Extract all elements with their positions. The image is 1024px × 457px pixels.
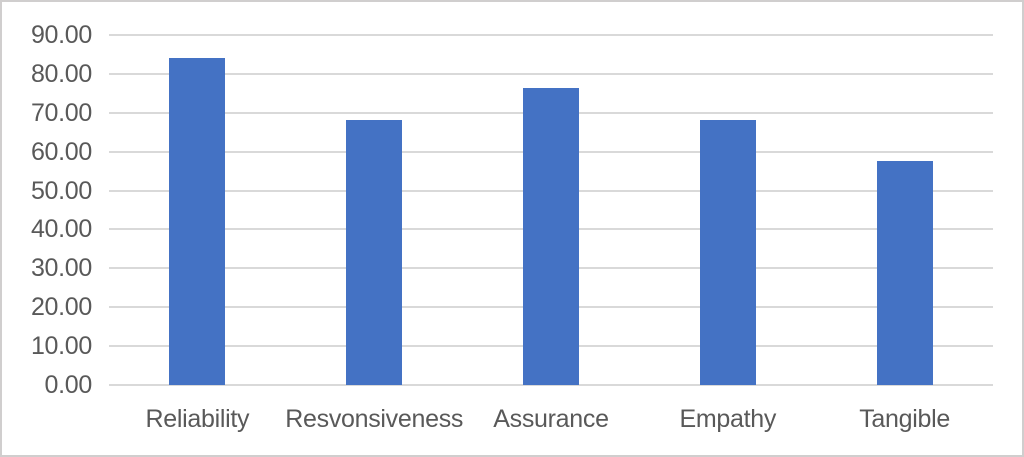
y-tick-label: 10.00 <box>30 332 92 361</box>
x-category-label: Reliability <box>145 405 250 433</box>
bar-tangible[interactable] <box>876 161 933 385</box>
gridline <box>109 72 993 75</box>
y-tick-label: 50.00 <box>30 176 92 205</box>
y-tick-label: 40.00 <box>30 215 92 244</box>
x-category-label: Empathy <box>679 405 777 433</box>
gridline <box>109 34 993 36</box>
y-tick-label: 0.00 <box>44 371 93 399</box>
y-tick-label: 20.00 <box>30 293 92 322</box>
y-tick-label: 70.00 <box>30 98 92 127</box>
bar-assurance[interactable] <box>523 88 579 385</box>
bar-reliability[interactable] <box>169 58 226 385</box>
x-category-label: Tangible <box>859 405 950 433</box>
y-tick-label: 30.00 <box>30 254 92 283</box>
bar-empathy[interactable] <box>699 119 756 385</box>
x-category-label: Resvonsiveness <box>285 405 464 433</box>
y-tick-label: 90.00 <box>30 21 92 49</box>
y-tick-label: 80.00 <box>30 59 92 88</box>
bar-resvonsiveness[interactable] <box>346 119 403 385</box>
y-tick-label: 60.00 <box>30 137 92 166</box>
x-category-label: Assurance <box>493 405 609 433</box>
x-axis-line <box>109 384 993 386</box>
